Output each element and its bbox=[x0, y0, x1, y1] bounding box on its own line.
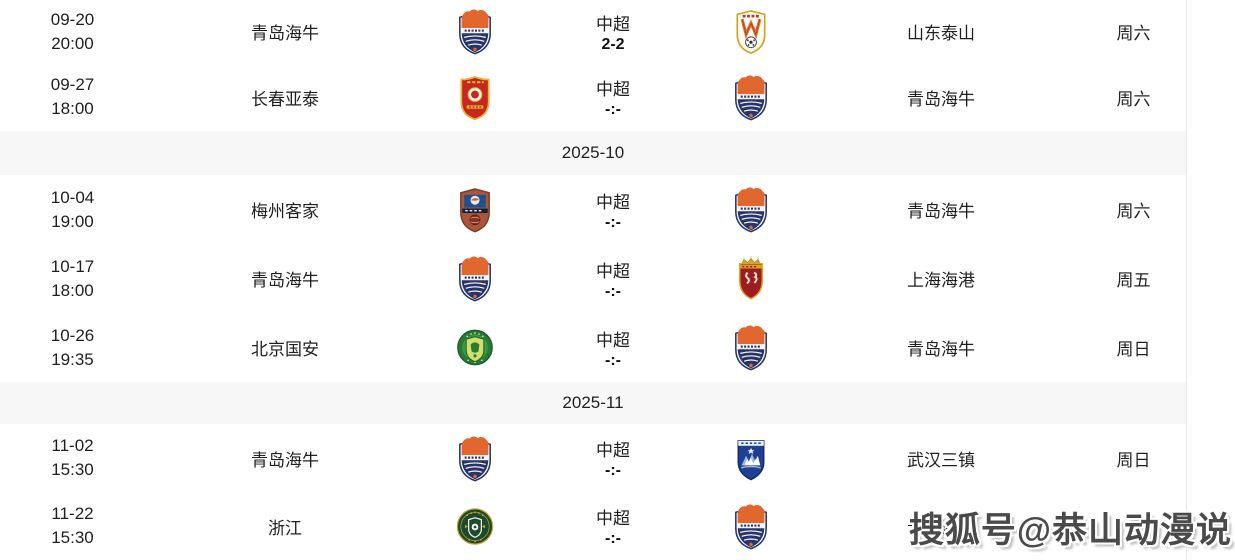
away-team-name: 山东泰山 bbox=[907, 24, 975, 43]
league-score: 中超 -:- bbox=[525, 326, 701, 370]
match-date: 10-04 bbox=[50, 187, 95, 207]
match-datetime: 11-22 15:30 bbox=[0, 502, 145, 550]
home-team-logo-icon bbox=[425, 74, 525, 121]
home-team-name: 青岛海牛 bbox=[251, 271, 319, 290]
match-date: 11-22 bbox=[51, 504, 94, 523]
match-row[interactable]: 11-22 15:30 浙江 中超 -:- 青岛海牛 bbox=[0, 492, 1186, 560]
match-date: 10-17 bbox=[50, 256, 95, 276]
match-row[interactable]: 10-26 19:35 北京国安 中超 -:- 青岛海牛 周日 bbox=[0, 313, 1186, 382]
match-row[interactable]: 11-02 15:30 青岛海牛 中超 -:- 武汉三镇 周日 bbox=[0, 424, 1186, 492]
match-row[interactable]: 10-17 18:00 青岛海牛 中超 -:- 上海海港 周五 bbox=[0, 244, 1186, 313]
match-time: 19:00 bbox=[51, 211, 94, 231]
league-label: 中超 bbox=[596, 80, 630, 99]
match-datetime: 10-26 19:35 bbox=[0, 324, 145, 372]
match-datetime: 11-02 15:30 bbox=[0, 434, 145, 482]
home-team-logo-icon bbox=[425, 8, 525, 55]
match-row[interactable]: 10-04 19:00 梅州客家 中超 -:- 青岛海牛 周六 bbox=[0, 175, 1186, 244]
match-datetime: 10-04 19:00 bbox=[0, 186, 145, 234]
match-row[interactable]: 09-27 18:00 长春亚泰 中超 -:- 青岛海牛 周六 bbox=[0, 63, 1186, 131]
away-team-logo-icon bbox=[701, 435, 801, 482]
away-team-name: 青岛海牛 bbox=[907, 518, 975, 538]
home-team-name: 长春亚泰 bbox=[251, 89, 319, 109]
away-team-name: 青岛海牛 bbox=[907, 340, 975, 359]
home-team-name: 青岛海牛 bbox=[251, 450, 319, 470]
score-value: -:- bbox=[605, 213, 621, 231]
league-score: 中超 2-2 bbox=[525, 10, 701, 54]
month-header-label: 2025-11 bbox=[562, 393, 624, 412]
home-team-name: 北京国安 bbox=[251, 340, 319, 359]
score-value: -:- bbox=[605, 282, 621, 300]
score-value: -:- bbox=[605, 101, 621, 118]
home-team-logo-icon bbox=[425, 503, 525, 550]
watermark: 搜狐号@恭山动漫说 bbox=[908, 511, 1232, 550]
score-value: -:- bbox=[605, 351, 621, 369]
match-time: 15:30 bbox=[51, 460, 94, 479]
weekday-label: 周五 bbox=[1116, 271, 1151, 290]
away-team-logo-icon bbox=[701, 186, 801, 233]
league-label: 中超 bbox=[596, 192, 630, 212]
away-team-logo-icon bbox=[701, 503, 801, 550]
match-date: 10-26 bbox=[50, 325, 95, 345]
score-value: -:- bbox=[605, 530, 621, 547]
match-date: 09-27 bbox=[50, 75, 95, 94]
away-team-name: 青岛海牛 bbox=[907, 89, 975, 109]
match-datetime: 09-27 18:00 bbox=[0, 73, 145, 121]
match-datetime: 10-17 18:00 bbox=[0, 255, 145, 303]
weekday-label: 周六 bbox=[1116, 24, 1151, 43]
away-team-logo-icon bbox=[701, 324, 801, 371]
match-time: 20:00 bbox=[51, 33, 94, 53]
league-label: 中超 bbox=[596, 261, 630, 281]
league-score: 中超 -:- bbox=[525, 75, 701, 119]
match-time: 18:00 bbox=[51, 99, 94, 118]
match-datetime: 09-20 20:00 bbox=[0, 8, 145, 56]
weekday-label: 周六 bbox=[1116, 89, 1151, 109]
league-label: 中超 bbox=[596, 509, 630, 528]
table-right-divider bbox=[1186, 0, 1187, 560]
match-time: 15:30 bbox=[51, 528, 94, 547]
month-header: 2025-10 bbox=[0, 131, 1186, 175]
match-date: 11-02 bbox=[51, 436, 94, 455]
away-team-logo-icon bbox=[701, 74, 801, 121]
match-time: 18:00 bbox=[51, 280, 94, 300]
league-label: 中超 bbox=[596, 441, 630, 460]
league-label: 中超 bbox=[596, 330, 630, 350]
weekday-label: 周日 bbox=[1116, 450, 1151, 470]
league-score: 中超 -:- bbox=[525, 504, 701, 548]
away-team-name: 武汉三镇 bbox=[907, 450, 975, 470]
league-score: 中超 -:- bbox=[525, 436, 701, 480]
league-score: 中超 -:- bbox=[525, 257, 701, 301]
month-header-label: 2025-10 bbox=[561, 143, 625, 162]
score-value: 2-2 bbox=[601, 35, 625, 53]
match-schedule-table: 09-20 20:00 青岛海牛 中超 2-2 山东泰山 周六 09-27 18… bbox=[0, 0, 1186, 560]
away-team-logo-icon bbox=[701, 8, 801, 55]
weekday-label: 周六 bbox=[1116, 202, 1151, 221]
home-team-name: 浙江 bbox=[268, 518, 302, 538]
month-header: 2025-11 bbox=[0, 382, 1186, 424]
home-team-logo-icon bbox=[425, 324, 525, 371]
weekday-label: 周日 bbox=[1116, 340, 1151, 359]
score-value: -:- bbox=[605, 462, 621, 479]
league-label: 中超 bbox=[596, 14, 630, 34]
match-time: 19:35 bbox=[51, 349, 94, 369]
away-team-name: 上海海港 bbox=[907, 271, 975, 290]
league-score: 中超 -:- bbox=[525, 188, 701, 232]
away-team-name: 青岛海牛 bbox=[907, 202, 975, 221]
home-team-logo-icon bbox=[425, 186, 525, 233]
match-row[interactable]: 09-20 20:00 青岛海牛 中超 2-2 山东泰山 周六 bbox=[0, 0, 1186, 63]
home-team-name: 梅州客家 bbox=[251, 202, 319, 221]
match-date: 09-20 bbox=[50, 9, 95, 29]
home-team-logo-icon bbox=[425, 435, 525, 482]
home-team-name: 青岛海牛 bbox=[251, 24, 319, 43]
away-team-logo-icon bbox=[701, 255, 801, 302]
home-team-logo-icon bbox=[425, 255, 525, 302]
